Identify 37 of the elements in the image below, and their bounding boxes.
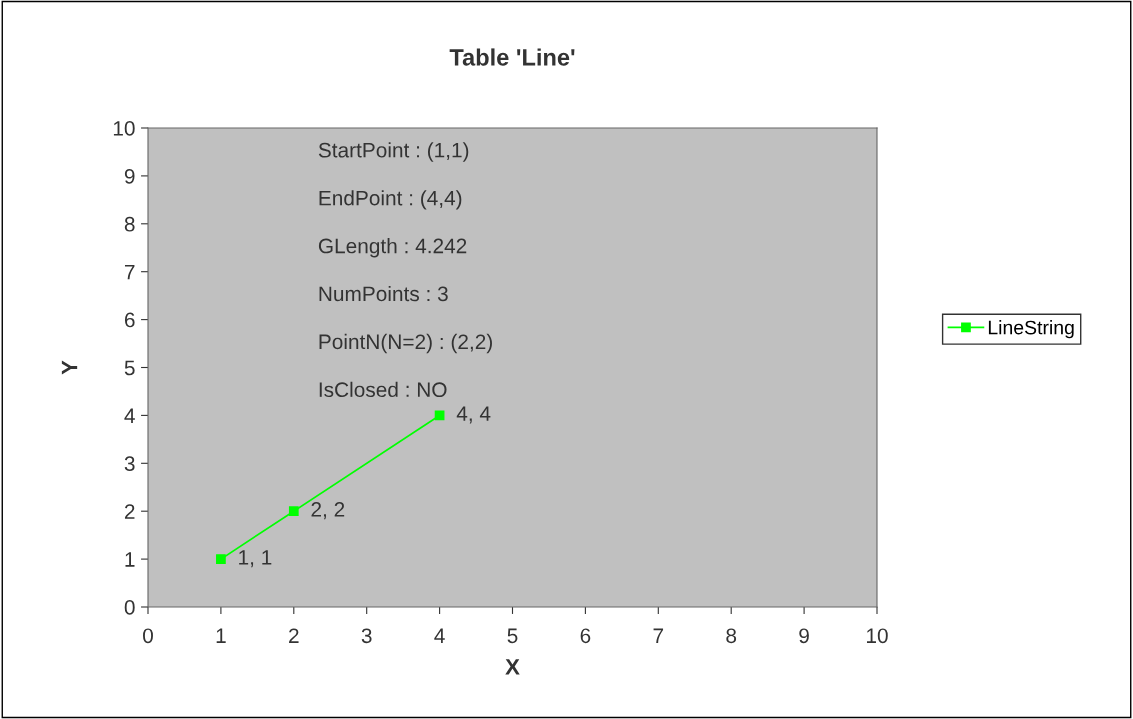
y-tick-label: 8 [124, 216, 135, 232]
point [216, 554, 226, 564]
y-tick-label: 2 [124, 504, 135, 519]
x-tick-label: 5 [507, 628, 518, 644]
x-tick-label: 3 [361, 628, 372, 644]
data-label: 4, 4 [456, 406, 491, 424]
annotation: GLength : 4.242 [318, 238, 467, 258]
x-tick-label: 1 [216, 628, 226, 643]
annotation: StartPoint : (1,1) [318, 142, 469, 162]
y-tick-label: 0 [124, 600, 135, 615]
annotation: IsClosed : NO [319, 381, 447, 398]
y-tick-label: 6 [124, 312, 135, 328]
y-tick-label: 5 [124, 360, 135, 376]
y-axis-title: Y [61, 360, 78, 375]
y-tick-label: 4 [124, 408, 135, 423]
legend-label: LineString [988, 320, 1074, 339]
y-tick-label: 9 [124, 168, 135, 184]
annotation: NumPoints : 3 [319, 285, 448, 302]
x-axis-title: X [505, 659, 520, 675]
x-tick-label: 6 [580, 628, 591, 644]
x-tick-label: 7 [653, 628, 664, 643]
x-tick-label: 2 [289, 628, 299, 643]
y-tick-label: 10 [113, 121, 135, 136]
annotation: EndPoint : (4,4) [319, 190, 462, 210]
x-tick-label: 4 [434, 628, 445, 643]
point [288, 506, 299, 517]
x-tick-label: 10 [867, 628, 888, 644]
y-tick-label: 7 [124, 264, 135, 280]
chart-title: Table 'Line' [449, 48, 575, 66]
y-tick-label: 1 [125, 552, 135, 567]
data-label: 1, 1 [239, 550, 272, 568]
x-tick-label: 8 [726, 628, 737, 644]
data-label: 2, 2 [311, 502, 345, 520]
y-tick-label: 3 [124, 456, 135, 472]
x-tick-label: 0 [143, 628, 153, 644]
annotation: PointN(N=2) : (2,2) [319, 333, 492, 354]
x-tick-label: 9 [799, 628, 809, 644]
